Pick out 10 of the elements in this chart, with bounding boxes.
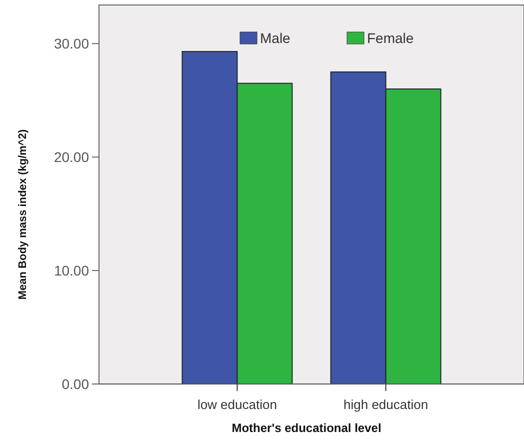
- y-tick-label: 0.00: [62, 376, 90, 392]
- x-tick-label: high education: [344, 397, 428, 412]
- legend-label: Female: [367, 30, 414, 46]
- y-tick-label: 10.00: [54, 262, 90, 278]
- y-axis-title: Mean Body mass index (kg/m^2): [17, 129, 29, 300]
- y-tick-label: 20.00: [54, 148, 90, 165]
- x-tick-label: low education: [197, 397, 277, 412]
- y-tick-label: 30.00: [54, 35, 90, 52]
- x-axis-title: Mother's educational level: [232, 421, 382, 435]
- legend-label: Male: [260, 30, 291, 46]
